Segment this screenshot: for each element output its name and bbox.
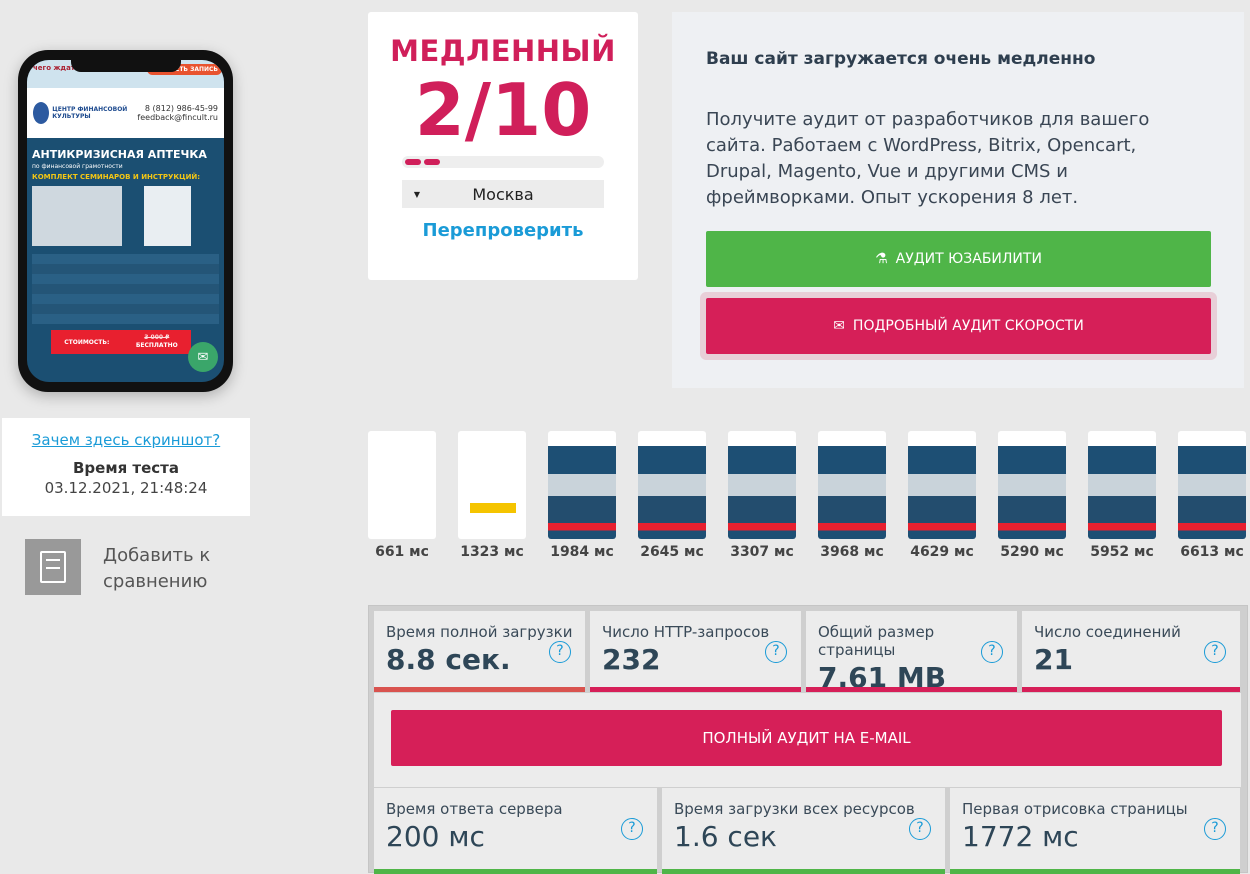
metric-card: Время ответа сервера 200 мс ? xyxy=(374,788,657,874)
help-icon[interactable]: ? xyxy=(981,641,1003,663)
phone-screenshot: чего ждать в 2022 году СМОТРЕТЬ ЗАПИСЬ Ц… xyxy=(18,50,233,392)
metric-label: Число соединений xyxy=(1034,623,1181,641)
metric-card: Число HTTP-запросов 232 ? xyxy=(590,611,801,692)
flask-icon: ⚗ xyxy=(875,251,888,267)
metric-label: Общий размер страницы xyxy=(818,623,935,659)
score-value: 2/10 xyxy=(414,68,592,152)
filmstrip-frame[interactable] xyxy=(548,431,616,539)
filmstrip-time: 3307 мс xyxy=(730,544,794,560)
metric-label: Время загрузки всех ресурсов xyxy=(674,800,915,818)
site-top-button: СМОТРЕТЬ ЗАПИСЬ xyxy=(147,64,222,75)
score-bar xyxy=(402,156,604,168)
metric-status-line xyxy=(374,869,657,874)
site-price: СТОИМОСТЬ: 3 000 ₽ БЕСПЛАТНО xyxy=(51,330,191,354)
metric-value: 232 xyxy=(602,643,661,676)
metric-card: Число соединений 21 ? xyxy=(1022,611,1240,692)
promo-panel: Ваш сайт загружается очень медленно Полу… xyxy=(672,12,1244,388)
site-headline: АНТИКРИЗИСНАЯ АПТЕЧКА xyxy=(32,148,207,161)
site-price-old: 3 000 ₽ xyxy=(144,334,170,341)
metric-status-line xyxy=(662,869,945,874)
score-card: МЕДЛЕННЫЙ 2/10 ▼ Москва Перепроверить xyxy=(368,12,638,280)
metric-card: Первая отрисовка страницы 1772 мс ? xyxy=(950,788,1240,874)
filmstrip-time: 6613 мс xyxy=(1180,544,1244,560)
filmstrip-frame[interactable] xyxy=(728,431,796,539)
metric-status-line xyxy=(590,687,801,692)
filmstrip-time: 5290 мс xyxy=(1000,544,1064,560)
metric-value: 1772 мс xyxy=(962,820,1079,853)
filmstrip-frame[interactable] xyxy=(458,431,526,539)
filmstrip-time: 661 мс xyxy=(375,544,429,560)
usability-audit-button[interactable]: ⚗ АУДИТ ЮЗАБИЛИТИ xyxy=(706,231,1211,287)
help-icon[interactable]: ? xyxy=(1204,818,1226,840)
metric-card: Время загрузки всех ресурсов 1.6 сек ? xyxy=(662,788,945,874)
metric-label: Время ответа сервера xyxy=(386,800,563,818)
metric-label: Число HTTP-запросов xyxy=(602,623,770,641)
why-screenshot-link[interactable]: Зачем здесь скриншот? xyxy=(31,431,221,449)
metric-status-line xyxy=(806,687,1017,692)
metric-card: Время полной загрузки 8.8 сек. ? xyxy=(374,611,585,692)
email-audit-button[interactable]: ПОЛНЫЙ АУДИТ НА E-MAIL xyxy=(391,710,1222,766)
compare-icon[interactable] xyxy=(25,539,81,595)
help-icon[interactable]: ? xyxy=(909,818,931,840)
metric-value: 8.8 сек. xyxy=(386,643,511,676)
metric-value: 1.6 сек xyxy=(674,820,777,853)
location-select[interactable]: ▼ Москва xyxy=(402,180,604,208)
speed-audit-button[interactable]: ✉ ПОДРОБНЫЙ АУДИТ СКОРОСТИ xyxy=(706,298,1211,354)
filmstrip-frame[interactable] xyxy=(1088,431,1156,539)
filmstrip-frame[interactable] xyxy=(1178,431,1246,539)
promo-title: Ваш сайт загружается очень медленно xyxy=(706,49,1096,69)
metric-status-line xyxy=(950,869,1240,874)
filmstrip-frame[interactable] xyxy=(638,431,706,539)
envelope-icon: ✉ xyxy=(833,318,845,334)
site-header: ЦЕНТР ФИНАНСОВОЙ КУЛЬТУРЫ 8 (812) 986-45… xyxy=(27,88,224,138)
site-images xyxy=(32,186,219,246)
metric-value: 21 xyxy=(1034,643,1073,676)
metric-value: 200 мс xyxy=(386,820,485,853)
help-icon[interactable]: ? xyxy=(621,818,643,840)
caret-down-icon: ▼ xyxy=(413,189,421,199)
promo-text: Получите аудит от разработчиков для ваше… xyxy=(706,109,1150,208)
filmstrip-time: 5952 мс xyxy=(1090,544,1154,560)
filmstrip-frame[interactable] xyxy=(908,431,976,539)
filmstrip-time: 1984 мс xyxy=(550,544,614,560)
test-time: 03.12.2021, 21:48:24 xyxy=(44,479,208,497)
phone-notch xyxy=(70,60,181,72)
filmstrip-time: 3968 мс xyxy=(820,544,884,560)
metric-label: Первая отрисовка страницы xyxy=(962,800,1188,818)
help-icon[interactable]: ? xyxy=(549,641,571,663)
site-list xyxy=(32,254,219,324)
filmstrip-frame[interactable] xyxy=(368,431,436,539)
metric-status-line xyxy=(374,687,585,692)
mail-icon: ✉ xyxy=(188,342,218,372)
add-to-compare[interactable]: Добавить к сравнению xyxy=(103,545,211,592)
site-logo: ЦЕНТР ФИНАНСОВОЙ КУЛЬТУРЫ xyxy=(33,102,137,124)
metrics-panel: Время полной загрузки 8.8 сек. ? Число H… xyxy=(368,605,1248,874)
test-time-label: Время теста xyxy=(72,459,180,477)
filmstrip-time: 4629 мс xyxy=(910,544,974,560)
filmstrip-time: 1323 мс xyxy=(460,544,524,560)
metric-card: Общий размер страницы 7.61 MB ? xyxy=(806,611,1017,694)
metric-label: Время полной загрузки xyxy=(386,623,573,641)
score-label: МЕДЛЕННЫЙ xyxy=(390,34,616,68)
metric-status-line xyxy=(1022,687,1240,692)
recheck-link[interactable]: Перепроверить xyxy=(422,220,584,241)
help-icon[interactable]: ? xyxy=(1204,641,1226,663)
help-icon[interactable]: ? xyxy=(765,641,787,663)
filmstrip-frame[interactable] xyxy=(818,431,886,539)
test-info-card: Зачем здесь скриншот? Время теста 03.12.… xyxy=(2,418,250,516)
filmstrip-time: 2645 мс xyxy=(640,544,704,560)
filmstrip-frame[interactable] xyxy=(998,431,1066,539)
